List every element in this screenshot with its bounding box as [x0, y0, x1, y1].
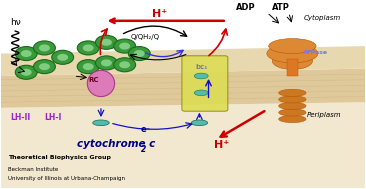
Ellipse shape: [279, 109, 306, 116]
Text: hν: hν: [10, 19, 20, 27]
Ellipse shape: [114, 58, 135, 72]
Text: Cytoplasm: Cytoplasm: [303, 15, 341, 21]
Ellipse shape: [101, 39, 112, 46]
Polygon shape: [1, 69, 365, 108]
Text: cytochrome c: cytochrome c: [77, 139, 156, 149]
Text: Beckman Institute: Beckman Institute: [8, 167, 58, 172]
Text: H⁺: H⁺: [152, 9, 167, 19]
Ellipse shape: [279, 102, 306, 109]
Text: Periplasm: Periplasm: [307, 112, 341, 118]
Ellipse shape: [119, 61, 130, 68]
Bar: [287, 59, 298, 76]
Ellipse shape: [194, 90, 208, 96]
Text: H⁺: H⁺: [214, 140, 229, 150]
Text: ATP: ATP: [272, 3, 290, 12]
Ellipse shape: [194, 73, 208, 79]
Ellipse shape: [101, 59, 112, 66]
Ellipse shape: [34, 41, 55, 55]
Text: ATPase: ATPase: [303, 50, 328, 55]
Ellipse shape: [191, 120, 208, 126]
Ellipse shape: [96, 35, 117, 49]
Ellipse shape: [39, 63, 50, 70]
Ellipse shape: [134, 50, 145, 57]
Text: bc₁: bc₁: [196, 64, 208, 70]
Ellipse shape: [96, 56, 117, 70]
Ellipse shape: [279, 96, 306, 103]
Ellipse shape: [83, 63, 94, 70]
Ellipse shape: [114, 39, 135, 53]
Ellipse shape: [21, 69, 32, 76]
Ellipse shape: [272, 53, 313, 70]
Ellipse shape: [279, 115, 306, 123]
Ellipse shape: [119, 43, 130, 50]
Text: Q/QH₂/Q: Q/QH₂/Q: [130, 34, 159, 40]
Ellipse shape: [128, 46, 150, 60]
Ellipse shape: [15, 65, 37, 79]
Ellipse shape: [34, 60, 55, 74]
Ellipse shape: [77, 60, 99, 74]
Polygon shape: [1, 102, 365, 188]
Ellipse shape: [279, 89, 306, 96]
Text: ADP: ADP: [236, 3, 255, 12]
Ellipse shape: [83, 44, 94, 51]
Text: University of Illinois at Urbana-Champaign: University of Illinois at Urbana-Champai…: [8, 176, 125, 181]
Ellipse shape: [52, 50, 74, 64]
Ellipse shape: [269, 39, 316, 53]
Text: e⁻: e⁻: [141, 125, 151, 134]
Polygon shape: [1, 46, 365, 76]
Text: RC: RC: [89, 77, 99, 83]
Ellipse shape: [87, 70, 115, 97]
Ellipse shape: [267, 44, 318, 63]
Ellipse shape: [93, 120, 109, 126]
Ellipse shape: [57, 54, 68, 61]
Text: Theoretical Biophysics Group: Theoretical Biophysics Group: [8, 155, 111, 160]
Ellipse shape: [21, 50, 32, 57]
Text: LH-II: LH-II: [10, 113, 30, 122]
Text: LH-I: LH-I: [44, 113, 62, 122]
Ellipse shape: [77, 41, 99, 55]
Ellipse shape: [15, 46, 37, 60]
Text: 2: 2: [141, 145, 146, 154]
FancyBboxPatch shape: [182, 56, 228, 111]
Ellipse shape: [39, 44, 50, 51]
